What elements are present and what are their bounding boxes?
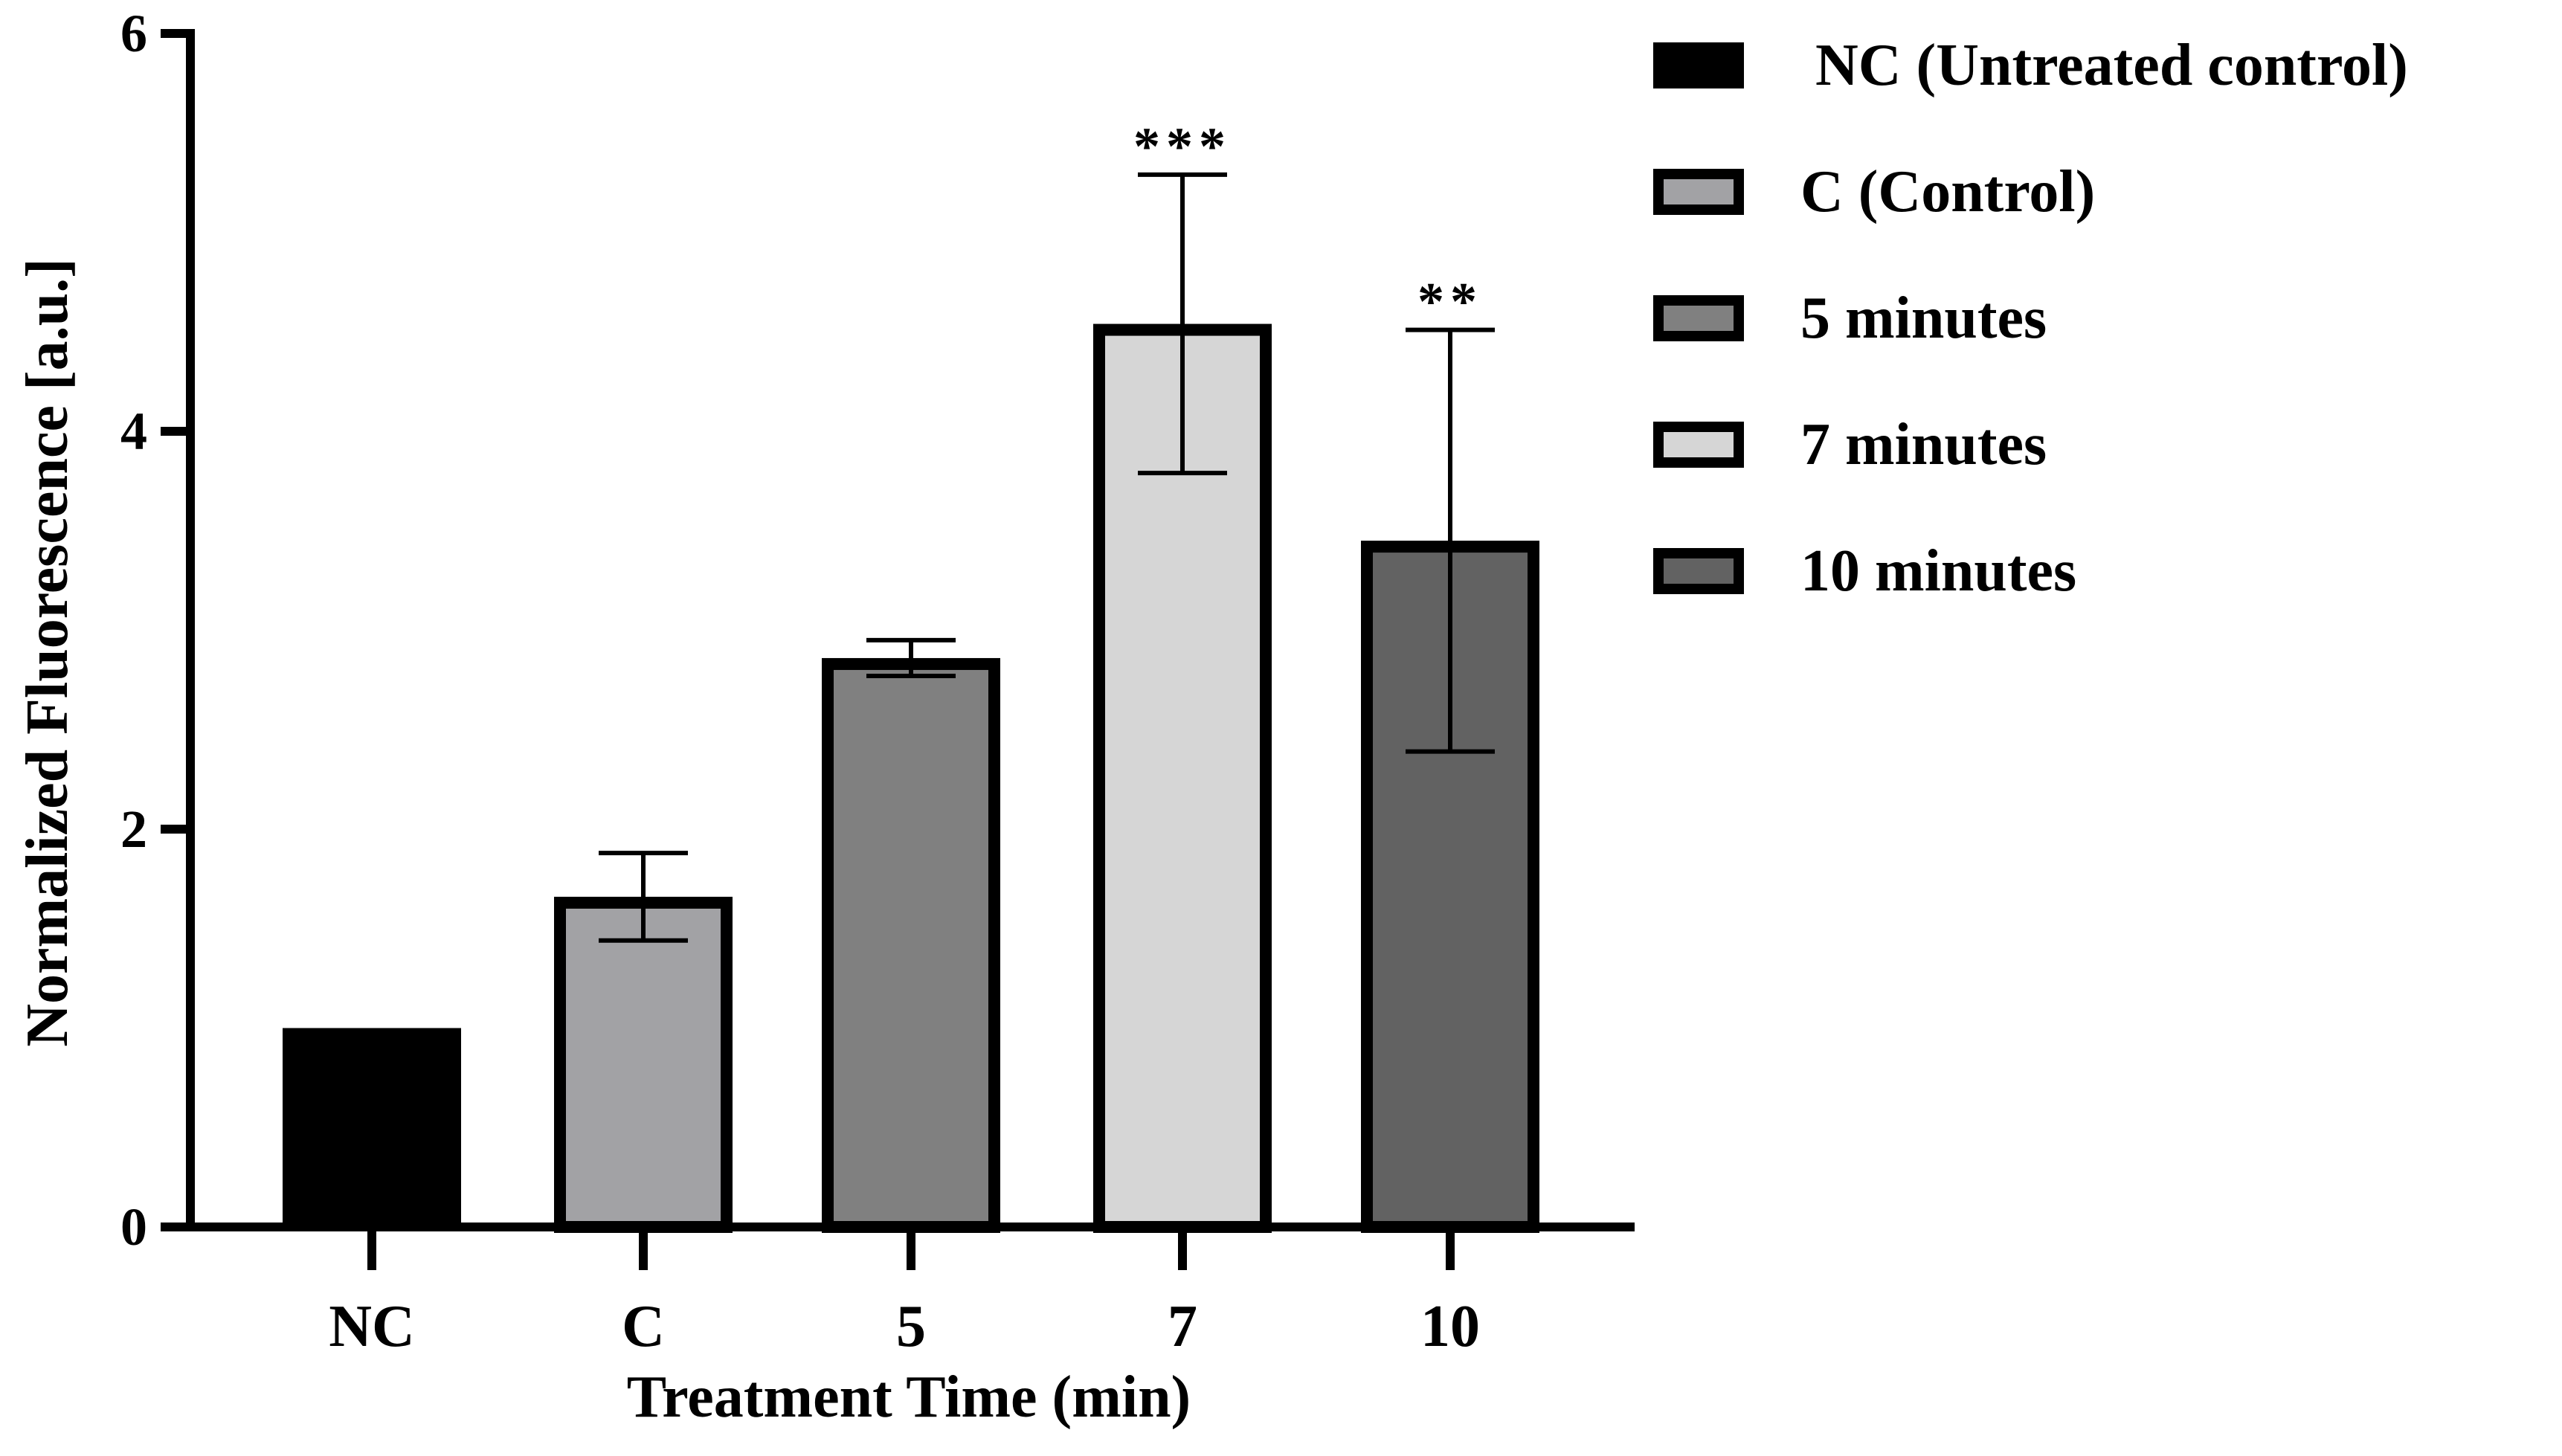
legend: NC (Untreated control) C (Control) 5 minut… — [1653, 33, 2408, 604]
bars-layer — [283, 323, 1539, 1233]
legend-swatch — [1653, 42, 1744, 88]
legend-swatch — [1653, 422, 1744, 468]
bar — [1093, 323, 1272, 1233]
legend-label: 7 minutes — [1800, 412, 2047, 477]
legend-item: C (Control) — [1653, 159, 2095, 225]
legend-item: 10 minutes — [1653, 538, 2076, 604]
x-axis-title: Treatment Time (min) — [627, 1365, 1191, 1430]
x-tick-label: 7 — [1168, 1294, 1197, 1359]
x-tick-label: 5 — [896, 1294, 926, 1359]
x-tick-label: NC — [329, 1294, 415, 1359]
y-axis-title: Normalized Fluorescence [a.u.] — [15, 258, 80, 1046]
legend-swatch — [1653, 548, 1744, 594]
x-tick-label: C — [622, 1294, 665, 1359]
legend-item: NC (Untreated control) — [1653, 33, 2408, 98]
y-tick-label: 6 — [120, 4, 147, 63]
legend-label: 5 minutes — [1800, 286, 2047, 351]
error-bars-layer — [599, 172, 1495, 943]
legend-swatch — [1653, 295, 1744, 341]
bar — [822, 657, 1000, 1233]
y-tick-label: 0 — [120, 1197, 147, 1257]
bar — [283, 1028, 461, 1227]
y-tick-label: 2 — [120, 799, 147, 859]
legend-label: 10 minutes — [1800, 538, 2076, 604]
legend-label: NC (Untreated control) — [1800, 33, 2408, 98]
bar — [554, 896, 733, 1233]
x-tick-label: 10 — [1420, 1294, 1480, 1359]
significance-label: ** — [1417, 272, 1483, 332]
significance-label: *** — [1133, 117, 1232, 176]
legend-item: 5 minutes — [1653, 286, 2047, 351]
legend-swatch — [1653, 169, 1744, 215]
labels-layer: 0 2 4 6 Normalized Fluorescence [a.u.] NC C 5 7 *… — [15, 4, 1483, 1430]
legend-label: C (Control) — [1800, 159, 2095, 225]
y-tick-label: 4 — [120, 402, 147, 461]
legend-item: 7 minutes — [1653, 412, 2047, 477]
